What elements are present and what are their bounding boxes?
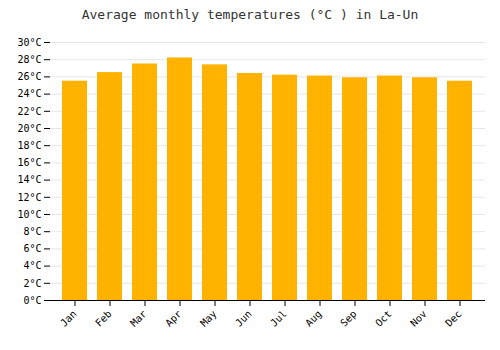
svg-text:16°C: 16°C [17, 157, 41, 168]
svg-text:8°C: 8°C [23, 226, 41, 237]
svg-text:24°C: 24°C [17, 88, 41, 99]
svg-text:Aug: Aug [303, 308, 324, 329]
svg-text:4°C: 4°C [23, 260, 41, 271]
svg-text:Jul: Jul [268, 308, 289, 329]
svg-text:Dec: Dec [443, 308, 464, 329]
svg-text:6°C: 6°C [23, 243, 41, 254]
svg-text:2°C: 2°C [23, 278, 41, 289]
svg-text:Oct: Oct [373, 308, 394, 329]
svg-text:0°C: 0°C [23, 295, 41, 306]
svg-text:Mar: Mar [128, 308, 149, 329]
svg-text:22°C: 22°C [17, 106, 41, 117]
svg-text:Jun: Jun [233, 308, 254, 329]
svg-text:12°C: 12°C [17, 192, 41, 203]
svg-text:18°C: 18°C [17, 140, 41, 151]
svg-text:30°C: 30°C [17, 37, 41, 48]
svg-text:Sep: Sep [338, 308, 359, 329]
svg-text:28°C: 28°C [17, 54, 41, 65]
html-text:Average monthly temperatures (: Average monthly temperatures (°C ) in La… [81, 7, 419, 22]
svg-text:May: May [198, 308, 219, 329]
svg-text:Nov: Nov [408, 308, 429, 329]
svg-text:10°C: 10°C [17, 209, 41, 220]
svg-text:20°C: 20°C [17, 123, 41, 134]
svg-text:Feb: Feb [93, 308, 114, 329]
svg-text:26°C: 26°C [17, 71, 41, 82]
svg-text:14°C: 14°C [17, 174, 41, 185]
svg-text:Jan: Jan [58, 308, 79, 329]
svg-text:Apr: Apr [163, 308, 184, 329]
